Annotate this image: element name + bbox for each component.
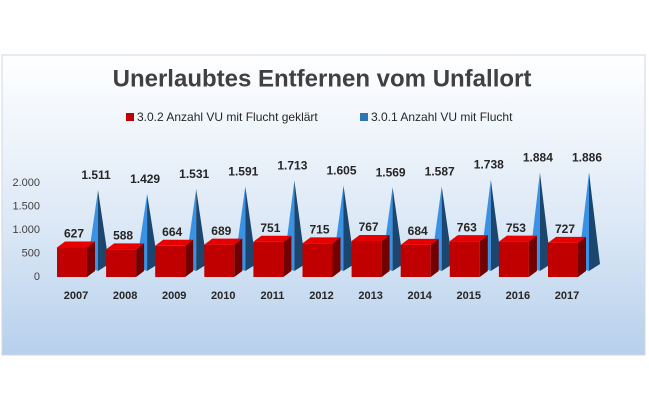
bar — [351, 234, 390, 277]
bar-top — [449, 235, 488, 242]
value-label: 753 — [506, 221, 526, 235]
value-label: 1.884 — [523, 151, 553, 165]
bar-top — [57, 241, 95, 248]
bar-top — [155, 239, 194, 246]
bar — [302, 237, 341, 277]
value-label: 1.429 — [130, 172, 160, 186]
value-label: 727 — [555, 222, 575, 236]
bar — [106, 243, 145, 277]
x-tick-label: 2012 — [309, 290, 333, 302]
chart-title: Unerlaubtes Entfernen vom Unfallort — [113, 65, 532, 92]
bar-side — [234, 238, 243, 277]
y-tick-label: 2.000 — [12, 177, 40, 189]
x-tick-label: 2010 — [211, 290, 235, 302]
bar-side — [283, 235, 292, 277]
bar-top — [498, 235, 537, 242]
bar-front — [449, 241, 480, 277]
legend-label: 3.0.2 Anzahl VU mit Flucht geklärt — [137, 110, 318, 124]
bar-side — [87, 241, 95, 277]
value-label: 689 — [211, 224, 231, 238]
legend-swatch — [360, 113, 368, 121]
bar-side — [185, 239, 194, 277]
bar-front — [253, 241, 284, 277]
y-tick-label: 0 — [34, 271, 40, 283]
bar — [498, 235, 537, 277]
value-label: 1.511 — [81, 168, 111, 182]
value-label: 1.531 — [179, 167, 209, 181]
value-label: 1.591 — [228, 164, 258, 178]
bar-top — [351, 234, 390, 241]
value-label: 763 — [457, 220, 477, 234]
bar-side — [136, 243, 145, 277]
bar-top — [302, 237, 341, 244]
value-label: 751 — [260, 221, 280, 235]
x-tick-label: 2007 — [64, 290, 88, 302]
legend-swatch — [126, 113, 134, 121]
bar — [155, 239, 194, 277]
bar-side — [430, 238, 439, 277]
value-label: 684 — [408, 224, 428, 238]
x-tick-label: 2015 — [457, 290, 481, 302]
x-tick-label: 2014 — [407, 290, 432, 302]
bar-front — [57, 247, 87, 277]
bar-front — [302, 243, 333, 277]
bar-side — [479, 235, 488, 277]
bar-top — [106, 243, 145, 250]
value-label: 1.605 — [326, 164, 356, 178]
bar — [449, 235, 488, 277]
value-label: 627 — [64, 227, 84, 241]
y-tick-label: 500 — [22, 247, 40, 259]
y-tick-label: 1.500 — [12, 200, 40, 212]
bar — [204, 238, 243, 277]
bar — [400, 238, 439, 277]
bar-top — [204, 238, 243, 245]
value-label: 1.587 — [425, 165, 455, 179]
value-label: 1.569 — [376, 165, 406, 179]
value-label: 1.886 — [572, 151, 602, 165]
bar — [57, 241, 95, 277]
bar — [253, 235, 292, 277]
bar — [548, 236, 586, 277]
bar-front — [351, 240, 382, 277]
bar-side — [578, 236, 586, 277]
value-label: 715 — [309, 223, 329, 237]
x-tick-label: 2016 — [506, 290, 530, 302]
value-label: 1.738 — [474, 157, 504, 171]
x-tick-label: 2011 — [260, 290, 284, 302]
bar-front — [548, 242, 578, 277]
bar-front — [155, 245, 186, 277]
value-label: 588 — [113, 229, 133, 243]
x-tick-label: 2013 — [358, 290, 382, 302]
bar-front — [498, 241, 529, 277]
x-tick-label: 2008 — [113, 290, 137, 302]
pyramid-face — [589, 172, 600, 271]
bar-side — [381, 234, 390, 277]
bar-front — [400, 244, 431, 277]
bar-top — [548, 236, 586, 243]
bar-front — [106, 249, 137, 277]
x-tick-label: 2017 — [555, 290, 579, 302]
bar-top — [400, 238, 439, 245]
value-label: 664 — [162, 225, 182, 239]
value-label: 767 — [359, 220, 379, 234]
legend-label: 3.0.1 Anzahl VU mit Flucht — [371, 110, 513, 124]
bar-front — [204, 244, 235, 277]
value-label: 1.713 — [277, 159, 307, 173]
x-tick-label: 2009 — [162, 290, 186, 302]
bar-side — [528, 235, 537, 277]
bar-top — [253, 235, 292, 242]
bar-side — [332, 237, 341, 277]
y-tick-label: 1.000 — [12, 224, 40, 236]
